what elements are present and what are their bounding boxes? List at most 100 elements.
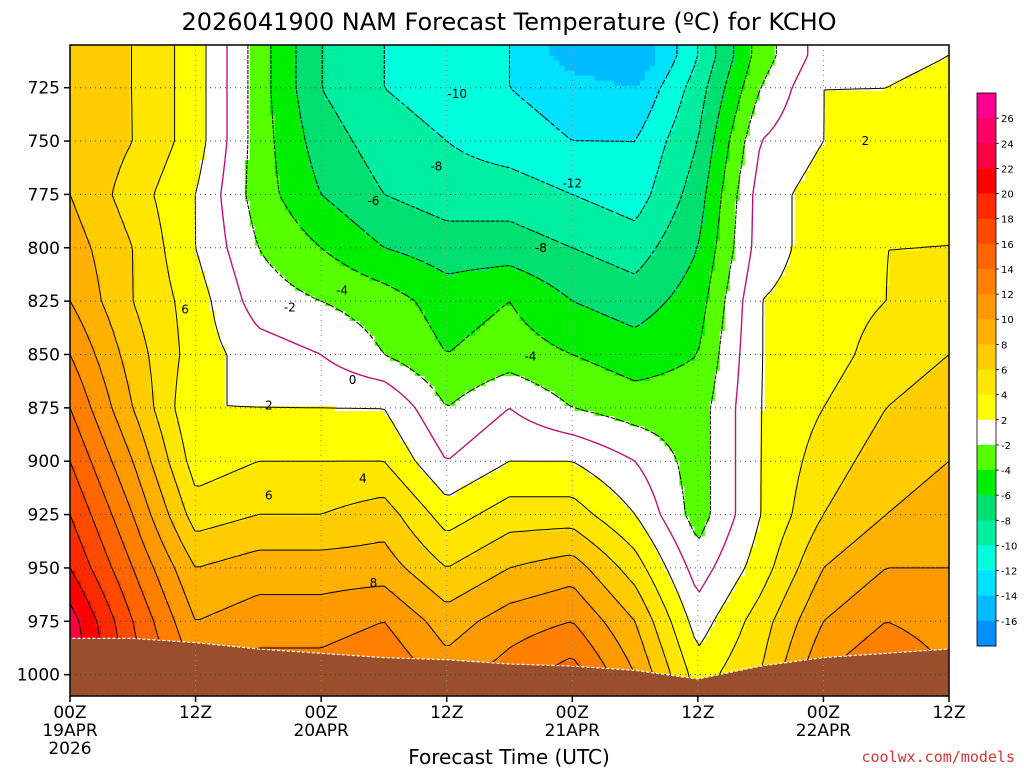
colorbar-swatch xyxy=(977,143,996,169)
colorbar-label: -2 xyxy=(1001,441,1011,452)
x-tick-label: 00Z xyxy=(807,703,840,723)
colorbar-label: -6 xyxy=(1001,491,1011,502)
colorbar-label: 22 xyxy=(1001,164,1014,175)
x-tick-label: 00Z xyxy=(305,703,338,723)
contour-line xyxy=(111,45,949,696)
y-tick-label: 850 xyxy=(28,345,60,365)
colorbar-label: 24 xyxy=(1001,139,1014,150)
contour-line xyxy=(509,45,678,143)
colorbar-swatch xyxy=(977,620,996,647)
fill-band xyxy=(549,45,655,86)
x-tick-label: 12Z xyxy=(179,703,212,723)
contour-label: -2 xyxy=(284,301,296,315)
contour-label: 6 xyxy=(181,303,189,317)
colorbar-label: 2 xyxy=(1001,416,1007,427)
colorbar-label: 16 xyxy=(1001,240,1014,251)
colorbar-swatch xyxy=(977,570,996,597)
colorbar-label: -10 xyxy=(1001,541,1017,552)
colorbar-label: 20 xyxy=(1001,190,1014,201)
colorbar-swatch xyxy=(977,545,996,572)
x-tick-label: 12Z xyxy=(430,703,463,723)
fill-band xyxy=(509,45,680,141)
y-tick-label: 900 xyxy=(28,452,60,472)
ground-surface xyxy=(70,637,949,696)
contour-line xyxy=(194,45,949,647)
colorbar-swatch xyxy=(977,168,996,195)
colorbar-swatch xyxy=(977,394,996,421)
colorbar-label: 8 xyxy=(1001,340,1007,351)
y-tick-label: 825 xyxy=(28,292,60,312)
contour-line xyxy=(270,45,753,382)
colorbar-swatch xyxy=(977,495,996,521)
colorbar-label: -8 xyxy=(1001,516,1011,527)
contour-line xyxy=(153,45,949,696)
colorbar-swatch xyxy=(977,243,996,270)
x-tick-year: 2026 xyxy=(48,739,91,759)
ground-polygon xyxy=(70,637,949,696)
y-tick-label: 1000 xyxy=(17,666,60,686)
colorbar-label: 6 xyxy=(1001,366,1007,377)
colorbar-label: -16 xyxy=(1001,617,1017,628)
y-tick-label: 975 xyxy=(28,612,60,632)
colorbar-swatch xyxy=(977,294,996,320)
site-credit: coolwx.com/models xyxy=(861,748,1015,766)
x-tick-label: 00Z xyxy=(53,703,86,723)
colorbar-swatch xyxy=(977,118,996,144)
colorbar-label: 4 xyxy=(1001,391,1007,402)
x-tick-label: 12Z xyxy=(932,703,965,723)
contour-line xyxy=(295,45,735,328)
y-tick-label: 950 xyxy=(28,559,60,579)
contour-line xyxy=(245,45,777,539)
y-tick-label: 750 xyxy=(28,132,60,152)
y-tick-label: 775 xyxy=(28,185,60,205)
colorbar-swatch xyxy=(977,193,996,220)
colorbar-swatch xyxy=(977,444,996,471)
contour-label: 6 xyxy=(265,488,273,502)
contour-label: -4 xyxy=(524,350,536,364)
colorbar-swatch xyxy=(977,268,996,295)
colorbar-swatch xyxy=(977,419,996,446)
x-axis-label: Forecast Time (UTC) xyxy=(408,745,610,768)
colorbar-label: 12 xyxy=(1001,290,1014,301)
x-tick-date: 22APR xyxy=(796,721,852,741)
contour-label: 2 xyxy=(861,134,869,148)
contour-line xyxy=(321,45,717,275)
contour-label: 8 xyxy=(370,576,378,590)
contour-label: -6 xyxy=(367,194,379,208)
fill-band xyxy=(324,45,715,276)
colorbar-label: 26 xyxy=(1001,114,1014,125)
colorbar-label: 10 xyxy=(1001,315,1014,326)
contour-line xyxy=(383,45,699,222)
contour-label: -8 xyxy=(430,160,442,174)
y-tick-label: 725 xyxy=(28,79,60,99)
y-axis-ticks: 725 750 775 800 825 850 875 900 925 950 975 1000 xyxy=(17,79,70,686)
fill-band xyxy=(294,45,735,327)
colorbar-label: 14 xyxy=(1001,265,1014,276)
colorbar: 26 24 22 20 18 16 14 12 10 8 6 4 2 -2 -4 -6 -8 -10 -12 -14 -… xyxy=(976,92,1017,647)
contour-line xyxy=(70,145,949,696)
contour-label: 4 xyxy=(359,471,367,485)
colorbar-swatch xyxy=(977,93,996,119)
colorbar-swatch xyxy=(977,369,996,396)
colorbar-label: -12 xyxy=(1001,567,1017,578)
fill-band xyxy=(154,45,949,696)
x-tick-label: 12Z xyxy=(681,703,714,723)
colorbar-label: -14 xyxy=(1001,592,1017,603)
y-tick-label: 925 xyxy=(28,506,60,526)
contour-label: 2 xyxy=(265,399,273,413)
contour-labels: -10 -8 -12 -6 -8 -4 -2 6 -4 0 2 2 4 6 8 xyxy=(181,87,869,590)
fill-band xyxy=(384,45,700,221)
contour-label: 0 xyxy=(349,373,357,387)
fill-band xyxy=(70,200,949,696)
temperature-fill xyxy=(70,45,949,696)
colorbar-swatch xyxy=(977,218,996,245)
x-tick-date: 21APR xyxy=(545,721,601,741)
x-tick-date: 19APR xyxy=(42,721,98,741)
contour-line xyxy=(220,45,809,593)
colorbar-swatch xyxy=(977,520,996,546)
x-tick-date: 20APR xyxy=(293,721,349,741)
contour-label: -4 xyxy=(336,283,348,297)
colorbar-swatch xyxy=(977,344,996,370)
